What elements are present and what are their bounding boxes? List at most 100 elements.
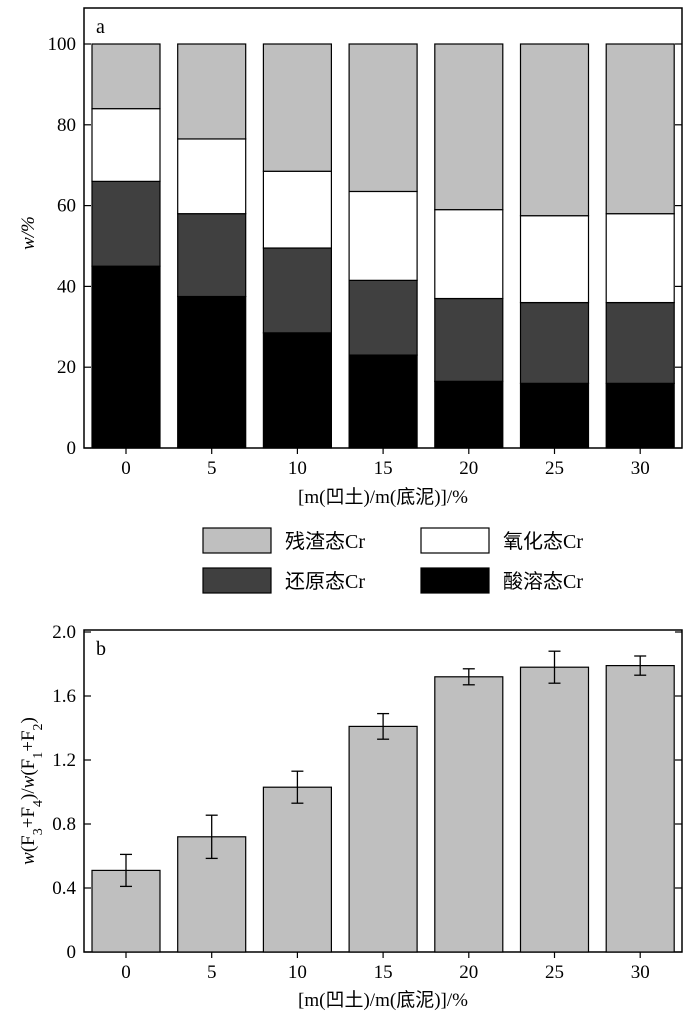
panel-b-y-axis: 0 0.4 0.8 1.2 1.6 2.0 (52, 622, 682, 963)
panel-b-error-bar-4 (462, 668, 475, 686)
panel-b-y-axis-title-part: 4 (31, 800, 46, 807)
panel-a-bar-segment-2-4 (434, 209, 504, 300)
panel-a-y-tick-label: 40 (57, 276, 76, 297)
panel-a-bar-segment-0-2 (262, 332, 332, 449)
legend-label-1: 氧化态Cr (503, 530, 583, 553)
panel-b-y-tick-label: 0.8 (52, 814, 76, 835)
panel-a-bars (91, 43, 675, 449)
panel-b-bar-2 (262, 786, 332, 953)
legend-swatch-1 (420, 527, 490, 554)
panel-a-x-tick-label: 10 (288, 458, 307, 479)
panel-a-bar-segment-1-1 (177, 213, 247, 298)
panel-a-bar-segment-3-2 (262, 43, 332, 172)
panel-a-x-tick-label: 5 (207, 458, 217, 479)
panel-b-bar-4 (434, 676, 504, 953)
panel-a-x-tick-label: 15 (374, 458, 393, 479)
panel-b-y-axis-title: w(F3+F4)/w(F1+F2) (18, 717, 46, 865)
panel-b-y-tick-label: 0.4 (52, 878, 76, 899)
panel-a-y-tick-label: 0 (67, 438, 77, 459)
panel-a-bar-segment-0-5 (519, 382, 590, 449)
panel-b-bar-3 (348, 725, 418, 953)
panel-b-bar-6 (605, 664, 675, 953)
panel-b-bar-chart: b 00.40.81.21.62.0 0 5 10 15 20 25 30 w(F3+F4)… (18, 622, 683, 1011)
panel-a-bar-segment-3-1 (177, 43, 247, 140)
panel-b-x-tick-label: 15 (374, 962, 393, 983)
panel-b-y-axis-title-char: ( (18, 846, 39, 852)
panel-b-bar-5 (519, 666, 590, 953)
panel-a-bar-segment-2-5 (519, 215, 590, 304)
panel-b-x-tick-label: 5 (207, 962, 217, 983)
panel-b-y-axis-title-char: w (18, 775, 39, 788)
panel-a-x-tick-label: 30 (631, 458, 650, 479)
panel-a-bar-segment-1-4 (434, 297, 504, 382)
panel-a-x-tick-label: 20 (459, 458, 478, 479)
panel-a-y-tick-label: 20 (57, 357, 76, 378)
panel-a-x-tick-label: 0 (121, 458, 131, 479)
panel-a-bar-segment-1-6 (605, 301, 675, 384)
panel-a-bar-segment-1-3 (348, 279, 418, 356)
legend-swatch-2 (202, 567, 272, 594)
panel-a-y-axis-title: w/% (18, 216, 39, 250)
panel-b-error-bar-6 (634, 655, 647, 676)
panel-b-error-bar-2 (291, 770, 304, 804)
panel-b-y-tick-label: 1.2 (52, 750, 76, 771)
panel-a-y-tick-label: 60 (57, 196, 76, 217)
panel-b-y-axis-title-char: ( (18, 769, 39, 775)
panel-a-x-axis: 0 5 10 15 20 25 30 (121, 448, 650, 479)
panel-b-y-axis-title-part: +F (18, 730, 39, 751)
panel-b-error-bar-0 (120, 853, 132, 888)
panel-a-bar-segment-1-5 (519, 301, 590, 384)
panel-a-bar-segment-3-0 (91, 43, 161, 110)
panel-b-x-axis-title: [m(凹土)/m(底泥)]/% (298, 989, 468, 1011)
panel-a-bar-segment-2-1 (177, 138, 247, 215)
panel-a-bar-segment-0-0 (91, 265, 161, 449)
panel-b-label: b (96, 638, 106, 660)
panel-a-bar-segment-0-3 (348, 354, 418, 449)
panel-b-x-tick-label: 30 (631, 962, 650, 983)
panel-b-error-bar-1 (205, 814, 218, 860)
panel-a-bar-segment-0-6 (605, 382, 675, 449)
panel-a-y-tick-label: 100 (48, 34, 77, 55)
panel-a-stacked-bar-chart: a 0 20 40 60 80 100 0 5 10 15 20 25 30 w/% [m(凹土)/m… (18, 7, 683, 508)
panel-a-bar-segment-2-3 (348, 190, 418, 281)
panel-b-y-axis-title-part: 1 (31, 752, 46, 759)
panel-a-y-tick-label: 80 (57, 115, 76, 136)
panel-a-bar-segment-2-2 (262, 170, 332, 249)
panel-b-error-bar-3 (377, 712, 390, 740)
panel-a-bar-segment-1-2 (262, 247, 332, 334)
panel-b-y-axis-title-char: / (18, 788, 39, 794)
panel-b-y-tick-label: 1.6 (52, 686, 76, 707)
panel-a-y-axis-title-text: w/% (18, 216, 39, 250)
panel-b-y-axis-title-part: 3 (31, 828, 46, 835)
panel-b-error-bar-5 (548, 650, 561, 684)
panel-b-y-axis-title-char: F (18, 759, 39, 770)
legend-label-3: 酸溶态Cr (503, 570, 583, 593)
panel-a-y-axis: 0 20 40 60 80 100 (48, 34, 682, 459)
panel-a-bar-segment-1-0 (91, 180, 161, 267)
panel-b-x-axis: 0 5 10 15 20 25 30 (121, 952, 650, 983)
panel-a-bar-segment-3-4 (434, 43, 504, 211)
panel-a-x-tick-label: 25 (545, 458, 564, 479)
panel-b-y-axis-title-part: ) (18, 717, 39, 723)
panel-b-y-axis-title-part: w(F (18, 835, 39, 865)
panel-a-bar-segment-2-6 (605, 213, 675, 304)
legend-label-0: 残渣态Cr (285, 530, 365, 553)
panel-b-x-tick-label: 25 (545, 962, 564, 983)
panel-b-x-tick-label: 0 (121, 962, 131, 983)
legend-swatch-3 (420, 567, 490, 594)
panel-b-error-bars (120, 650, 647, 888)
panel-b-y-tick-label: 0 (67, 942, 77, 963)
panel-a-bar-segment-3-5 (519, 43, 590, 217)
panel-b-y-tick-label: 2.0 (52, 622, 76, 643)
panel-b-y-axis-title-part: 2 (31, 723, 46, 730)
panel-b-x-tick-label: 10 (288, 962, 307, 983)
legend-swatch-0 (202, 527, 272, 554)
panel-a-bar-segment-0-4 (434, 380, 504, 449)
panel-b-y-axis-title-part: )/w(F (18, 759, 39, 800)
panel-a-bar-segment-0-1 (177, 295, 247, 449)
panel-b-x-tick-label: 20 (459, 962, 478, 983)
panel-a-bar-segment-2-0 (91, 108, 161, 182)
panel-a-bar-segment-3-6 (605, 43, 675, 215)
panel-a-bar-segment-3-3 (348, 43, 418, 193)
